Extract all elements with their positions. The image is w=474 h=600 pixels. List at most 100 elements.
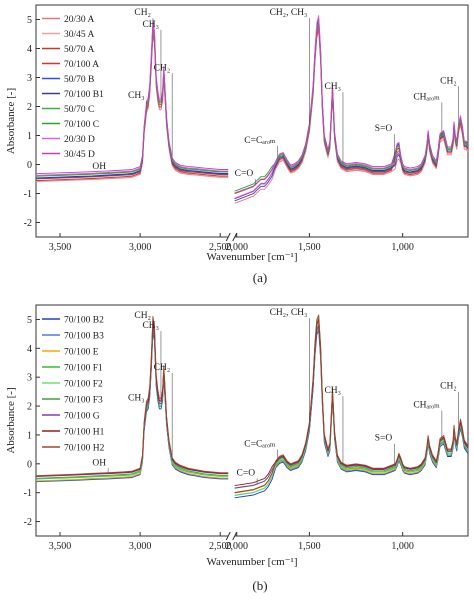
y-axis-label: Absorbance [-] <box>5 88 17 154</box>
x-tick-label: 2,500 <box>209 242 232 253</box>
y-tick-label: -1 <box>24 189 32 200</box>
series-line-20-30-a <box>234 30 469 204</box>
legend-label: 70/100 F3 <box>64 396 103 406</box>
x-tick-label: 3,500 <box>49 541 72 552</box>
peak-annotation: CH₃ <box>128 91 145 101</box>
peak-annotation: OH <box>92 458 106 468</box>
series-line-70-100-f2 <box>234 322 469 496</box>
y-axis-label: Absorbance [-] <box>5 387 17 453</box>
peak-annotation: CH₃ <box>142 20 159 30</box>
legend-label: 70/100 C <box>64 120 99 130</box>
peak-annotation: CHₐᵣₒₘ <box>413 92 440 102</box>
series-line-70-100-f1 <box>234 327 469 489</box>
axis-break-gap <box>228 233 235 241</box>
y-tick-label: 0 <box>27 160 32 171</box>
peak-annotation: CH₂ <box>440 382 457 392</box>
y-tick-label: -2 <box>24 517 32 528</box>
legend-label: 70/100 E <box>64 348 99 358</box>
x-axis-label: Wavenumber [cm⁻¹] <box>207 251 298 263</box>
peak-annotation: CH₂, CH₃ <box>270 8 308 18</box>
axis-break-gap <box>228 532 235 540</box>
legend-label: 30/45 D <box>64 150 95 160</box>
y-tick-label: 4 <box>27 44 32 55</box>
y-tick-label: 3 <box>27 73 32 84</box>
series-line-70-100-h1 <box>234 319 469 487</box>
series-line-70-100-h2 <box>234 314 469 493</box>
series-line-70-100-a <box>234 27 469 195</box>
legend-label: 70/100 B1 <box>64 90 104 100</box>
legend-label: 70/100 A <box>64 60 99 70</box>
legend-label: 70/100 B2 <box>64 316 104 326</box>
peak-annotation: CH₂, CH₃ <box>270 308 308 318</box>
series-line-70-100-b3 <box>234 324 469 496</box>
legend-label: 70/100 F1 <box>64 364 103 374</box>
x-axis-label: Wavenumber [cm⁻¹] <box>207 556 298 568</box>
peak-annotation: CH₂ <box>154 63 171 73</box>
plot-frame <box>35 304 469 537</box>
y-tick-label: 1 <box>27 131 32 142</box>
series-line-70-100-h2 <box>35 316 229 477</box>
series-line-70-100-b2 <box>234 330 469 499</box>
series-line-70-100-c <box>234 20 469 192</box>
x-tick-label: 2,000 <box>225 541 248 552</box>
axis-break-mark <box>232 232 238 242</box>
peak-annotation: CH₂ <box>440 76 457 86</box>
y-tick-label: 5 <box>27 315 32 326</box>
peak-annotation: CH₂ <box>154 363 171 373</box>
peak-annotation: CH₂ <box>134 311 151 321</box>
y-tick-label: 4 <box>27 344 32 355</box>
peak-annotation: S=O <box>375 434 393 444</box>
peak-annotation: C=Cₐᵣₒₘ <box>244 136 276 146</box>
legend-label: 70/100 H2 <box>64 444 105 454</box>
legend-label: 50/70 C <box>64 105 94 115</box>
series-line-30-45-d <box>234 22 469 194</box>
y-tick-label: 2 <box>27 102 32 113</box>
peak-annotation: CH₃ <box>142 321 159 331</box>
series-line-50-70-c <box>234 25 469 194</box>
legend-label: 50/70 B <box>64 75 94 85</box>
legend-label: 70/100 B3 <box>64 332 104 342</box>
plot-frame <box>35 4 469 238</box>
panel-caption: (a) <box>253 270 267 285</box>
peak-annotation: CH₃ <box>128 393 145 403</box>
peak-annotation: C=O <box>235 169 254 179</box>
x-tick-label: 3,000 <box>129 541 152 552</box>
axis-break-mark <box>232 531 238 541</box>
peak-annotation: C=O <box>237 468 256 478</box>
peak-annotation: CH₃ <box>324 386 341 396</box>
legend-box <box>40 9 110 163</box>
y-tick-label: 3 <box>27 373 32 384</box>
legend-label: 70/100 G <box>64 412 100 422</box>
legend-label: 20/30 A <box>64 15 94 25</box>
legend-label: 70/100 H1 <box>64 428 105 438</box>
peak-annotation: CH₃ <box>324 82 341 92</box>
x-tick-label: 1,000 <box>391 541 414 552</box>
x-tick-label: 1,500 <box>298 541 321 552</box>
peak-annotation: C=Cₐᵣₒₘ <box>244 439 276 449</box>
panel-caption: (b) <box>252 578 267 593</box>
legend-label: 70/100 F2 <box>64 380 103 390</box>
y-tick-label: 5 <box>27 15 32 26</box>
x-tick-label: 3,500 <box>49 242 72 253</box>
series-line-30-45-d <box>35 26 229 175</box>
peak-annotation: CHₐᵣₒₘ <box>413 401 440 411</box>
y-tick-label: 0 <box>27 459 32 470</box>
legend-label: 20/30 D <box>64 135 95 145</box>
legend-label: 50/70 A <box>64 45 94 55</box>
x-tick-label: 1,500 <box>298 242 321 253</box>
legend-label: 30/45 A <box>64 30 94 40</box>
series-line-30-45-a <box>234 25 469 202</box>
peak-annotation: S=O <box>375 124 393 134</box>
x-tick-label: 2,000 <box>225 242 248 253</box>
peak-annotation: OH <box>92 162 106 172</box>
series-line-70-100-g <box>234 324 469 489</box>
x-tick-label: 3,000 <box>129 242 152 253</box>
axis-break-mark <box>225 232 231 242</box>
series-line-50-70-b <box>234 22 469 202</box>
peak-annotation: CH₂ <box>134 8 151 18</box>
y-tick-label: 1 <box>27 430 32 441</box>
y-tick-label: 2 <box>27 402 32 413</box>
x-tick-label: 1,000 <box>391 242 414 253</box>
